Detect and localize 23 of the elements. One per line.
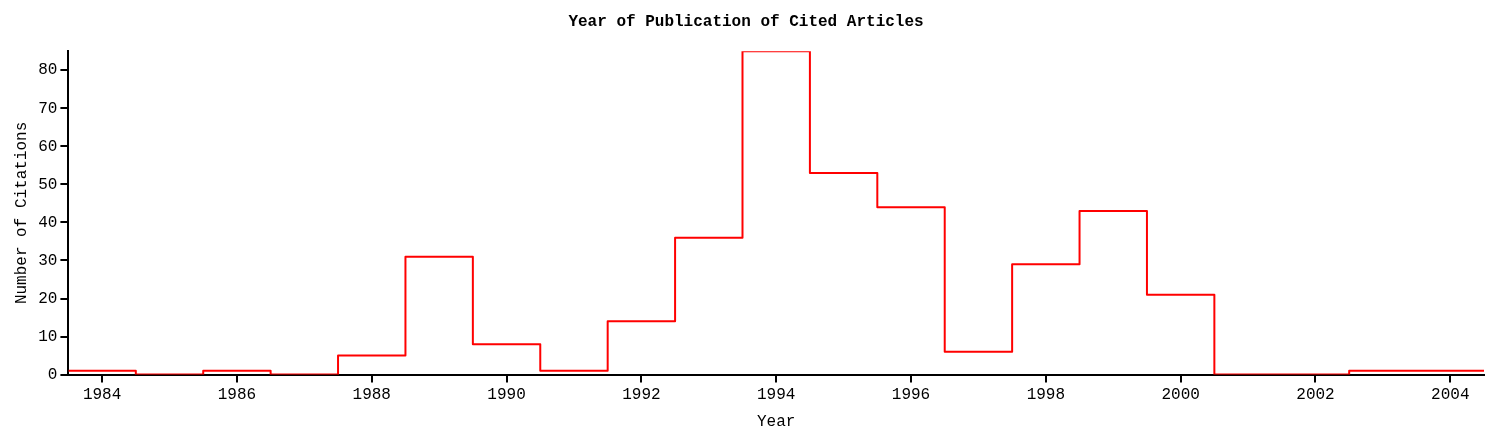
y-axis-title: Number of Citations: [12, 121, 31, 305]
x-tick-label: 1998: [1026, 386, 1066, 405]
y-tick-label: 30: [38, 251, 58, 270]
x-tick-label: 2004: [1431, 386, 1470, 405]
x-tick-label: 1996: [891, 386, 931, 405]
y-tick-label: 70: [38, 99, 58, 118]
y-tick-label: 80: [38, 61, 58, 80]
y-tick-label: 50: [38, 175, 58, 194]
x-tick-label: 1990: [487, 386, 526, 405]
y-tick-label: 40: [38, 213, 58, 232]
y-tick-label: 20: [38, 289, 58, 308]
x-tick-label: 1994: [757, 386, 796, 405]
x-tick-label: 2000: [1161, 386, 1200, 405]
x-tick-label: 1984: [82, 386, 122, 405]
x-tick-label: 1988: [352, 386, 391, 405]
x-tick-label: 1992: [622, 386, 661, 405]
x-tick-label: 1986: [217, 386, 257, 405]
y-tick-label: 10: [38, 327, 58, 346]
chart-title: Year of Publication of Cited Articles: [568, 12, 924, 31]
x-axis-title: Year: [757, 412, 796, 431]
y-tick-label: 0: [47, 365, 58, 384]
y-tick-label: 60: [38, 137, 58, 156]
x-tick-label: 2002: [1296, 386, 1335, 405]
